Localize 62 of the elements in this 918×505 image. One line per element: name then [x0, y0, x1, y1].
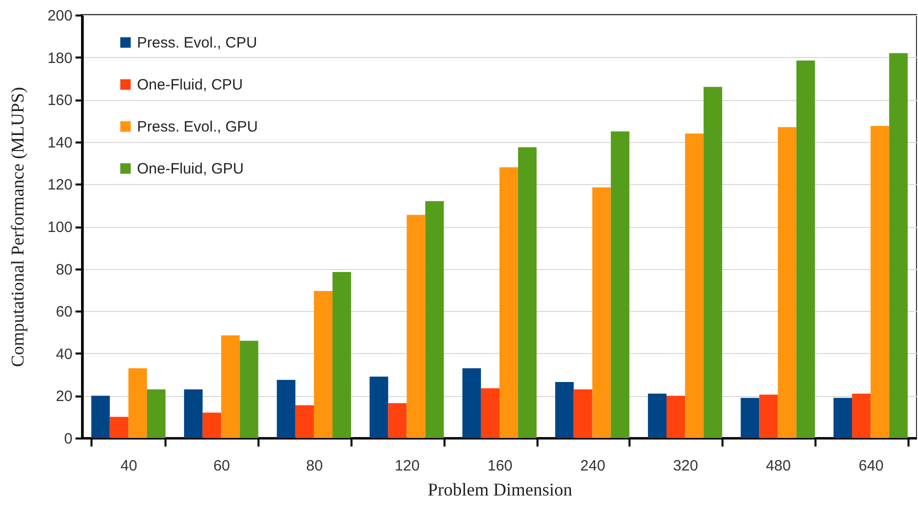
bar [314, 291, 332, 438]
y-tick-label: 160 [47, 92, 72, 110]
bar [388, 403, 407, 438]
y-tick-label: 20 [56, 388, 72, 406]
x-tick-label: 40 [120, 458, 138, 474]
y-tick-label: 100 [47, 219, 72, 236]
bar [480, 388, 500, 438]
bar [610, 131, 630, 438]
bar [574, 389, 592, 438]
y-tick-label: 180 [47, 50, 72, 67]
bar [240, 340, 258, 438]
x-tick-label: 120 [394, 458, 420, 474]
legend-label: One-Fluid, CPU [137, 76, 243, 94]
legend-label: One-Fluid, GPU [137, 160, 244, 178]
bar [778, 127, 796, 438]
y-tick-label: 80 [56, 261, 72, 278]
x-tick-label: 320 [673, 458, 698, 474]
y-tick-label: 200 [47, 8, 72, 24]
bar [295, 405, 314, 438]
y-tick-label: 60 [56, 304, 72, 321]
bar [592, 187, 611, 438]
bar [425, 201, 444, 438]
bar [666, 396, 686, 438]
bar [406, 214, 426, 438]
bar [276, 380, 296, 438]
x-tick-label: 480 [766, 458, 791, 474]
bar [759, 394, 778, 438]
bar [704, 86, 722, 438]
bar [128, 368, 147, 438]
x-axis-title: Problem Dimension [428, 480, 572, 500]
bar [202, 412, 222, 438]
y-tick-label: 120 [47, 176, 72, 194]
y-axis-title: Computational Performance (MLUPS) [7, 87, 28, 367]
x-tick-label: 60 [213, 458, 230, 474]
x-tick-label: 160 [487, 458, 513, 474]
bar [462, 368, 481, 438]
bar [648, 394, 666, 438]
bar [555, 382, 574, 438]
y-tick-label: 0 [64, 430, 72, 448]
bar [221, 335, 240, 438]
y-tick-label: 40 [56, 346, 72, 363]
bar [834, 398, 852, 438]
bar [852, 394, 871, 438]
bar [870, 126, 890, 438]
bar [370, 376, 388, 438]
x-tick-label: 640 [858, 458, 884, 474]
bar [500, 167, 518, 438]
bar [146, 389, 166, 438]
bar [796, 60, 815, 438]
bar [110, 416, 128, 438]
bar [889, 53, 908, 438]
x-tick-label: 240 [580, 458, 606, 474]
bar [332, 272, 352, 438]
bar [518, 147, 537, 438]
bar [184, 389, 203, 438]
bar [740, 398, 760, 438]
y-tick-label: 140 [47, 134, 72, 152]
bar [685, 133, 704, 438]
legend-label: Press. Evol., GPU [137, 118, 258, 136]
bar [91, 396, 110, 438]
x-tick-label: 80 [306, 458, 323, 474]
legend-label: Press. Evol., CPU [137, 34, 258, 52]
